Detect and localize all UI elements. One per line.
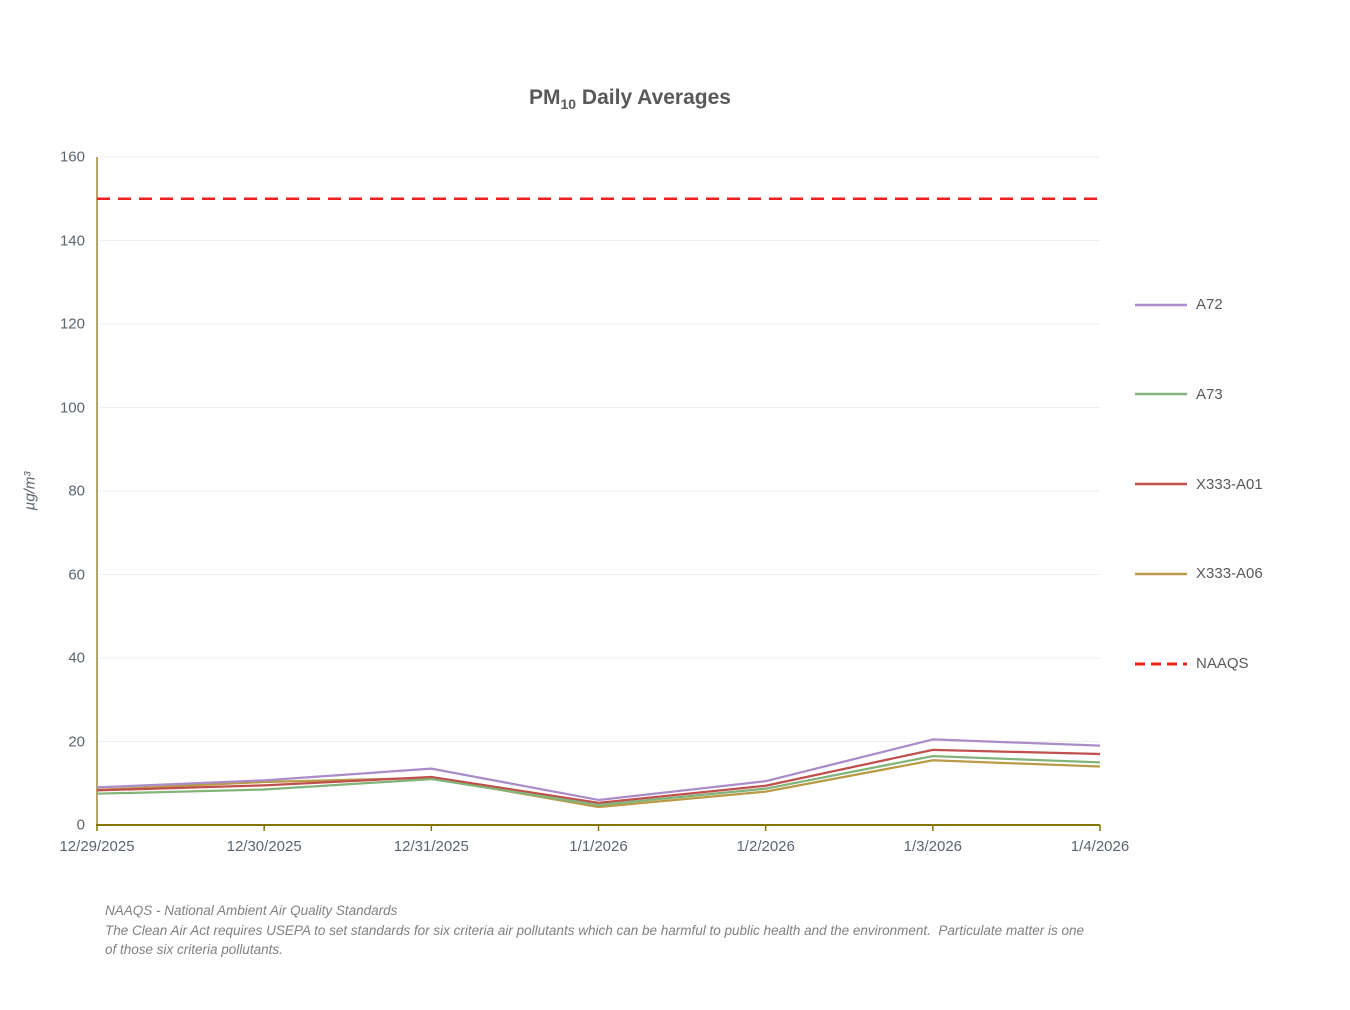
legend-label-naaqs: NAAQS — [1196, 655, 1249, 672]
legend-item-x333-a06: X333-A06 — [1135, 565, 1263, 582]
legend-line-sample-x333-a06 — [1135, 572, 1187, 575]
x-axis-tick-label-3: 1/1/2026 — [569, 838, 628, 855]
legend-label-x333-a01: X333-A01 — [1196, 475, 1263, 493]
y-axis-tick-label-120: 120 — [59, 315, 85, 333]
legend: A72 A73 X333-A01 X333-A06 NAAQS — [1135, 296, 1263, 672]
legend-item-naaqs: NAAQS — [1135, 655, 1263, 672]
legend-line-sample-a73 — [1135, 393, 1187, 396]
legend-label-a73: A73 — [1196, 385, 1223, 403]
footnote: NAAQS - National Ambient Air Quality Sta… — [105, 901, 1115, 960]
legend-item-a72: A72 — [1135, 296, 1263, 313]
chart-title: PM10 Daily Averages — [529, 86, 731, 112]
x-axis-tick-label-4: 1/2/2026 — [736, 838, 795, 855]
footnote-line-1: NAAQS - National Ambient Air Quality Sta… — [105, 903, 398, 918]
y-axis-tick-label-20: 20 — [68, 733, 85, 750]
footnote-line-3: of those six criteria pollutants. — [105, 942, 283, 958]
legend-line-sample-a72 — [1135, 303, 1187, 306]
chart-title-subscript: 10 — [560, 96, 577, 113]
x-axis-tick-label-5: 1/3/2026 — [903, 838, 963, 855]
series-line-a73 — [96, 754, 1101, 807]
x-axis-tick-label-2: 12/31/2025 — [393, 838, 469, 855]
legend-label-a72: A72 — [1196, 296, 1223, 313]
x-axis-tick-label-6: 1/4/2026 — [1070, 838, 1130, 855]
x-axis-tick-label-1: 12/30/2025 — [226, 838, 302, 855]
y-axis-tick-label-140: 140 — [59, 232, 85, 249]
y-axis-tick-label-80: 80 — [68, 482, 85, 500]
series-line-x333-a06 — [96, 759, 1101, 809]
y-axis-tick-label-40: 40 — [68, 649, 85, 667]
series-line-a72 — [96, 738, 1101, 802]
legend-line-sample-x333-a01 — [1135, 482, 1187, 486]
y-axis-tick-label-160: 160 — [59, 148, 85, 166]
footnote-line-2: The Clean Air Act requires USEPA to set … — [105, 922, 1084, 938]
legend-label-x333-a06: X333-A06 — [1196, 565, 1263, 583]
legend-line-sample-naaqs — [1135, 662, 1187, 665]
chart-title-suffix: Daily Averages — [576, 86, 731, 109]
y-axis-tick-label-100: 100 — [59, 399, 85, 416]
chart-title-prefix: PM — [529, 86, 561, 109]
legend-item-x333-a01: X333-A01 — [1135, 476, 1263, 493]
x-axis-tick-label-0: 12/29/2025 — [59, 838, 135, 855]
y-axis-tick-label-60: 60 — [68, 566, 85, 583]
series-line-x333-a01 — [96, 748, 1101, 804]
y-axis-tick-label-0: 0 — [76, 816, 85, 834]
legend-item-a73: A73 — [1135, 386, 1263, 403]
